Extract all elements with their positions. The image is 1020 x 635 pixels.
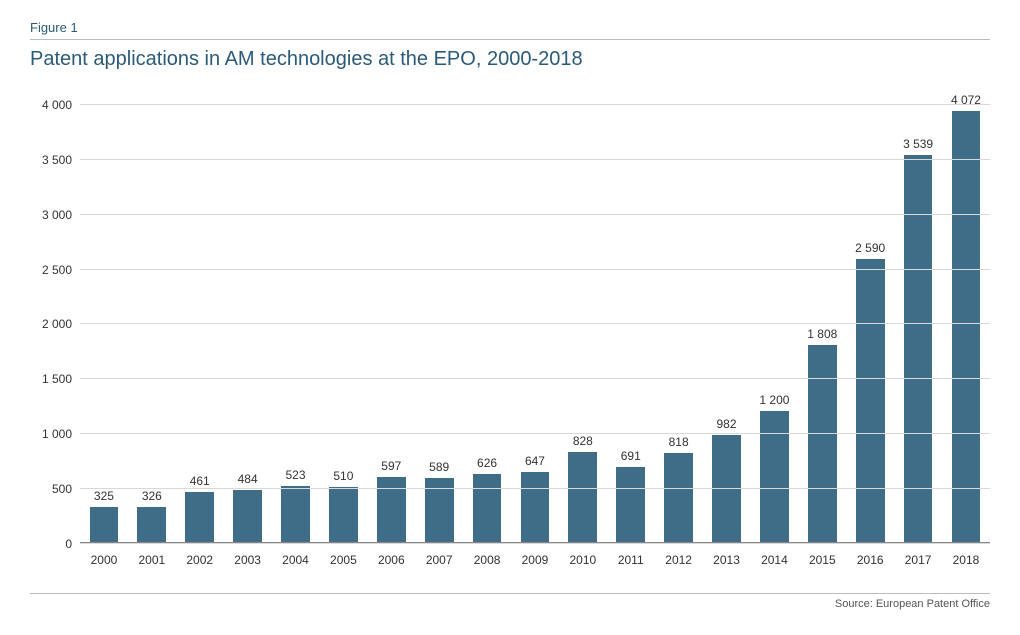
bar [760,411,789,543]
x-tick-label: 2010 [559,543,607,583]
bar-slot: 3 539 [894,93,942,543]
bar [568,452,597,543]
gridline: 500 [80,488,990,489]
x-tick-label: 2015 [798,543,846,583]
bar-slot: 326 [128,93,176,543]
bar [233,490,262,543]
bar [521,472,550,543]
x-tick-label: 2002 [176,543,224,583]
bar-value-label: 326 [142,489,162,503]
chart-title: Patent applications in AM technologies a… [30,48,990,71]
x-tick-label: 2018 [942,543,990,583]
bar [856,259,885,543]
gridline: 1 500 [80,378,990,379]
bar-value-label: 647 [525,454,545,468]
bar-value-label: 597 [381,459,401,473]
bar-slot: 691 [607,93,655,543]
bar [664,453,693,543]
gridline: 2 000 [80,323,990,324]
y-tick-label: 3 000 [42,208,80,222]
bar [329,487,358,543]
top-rule [30,39,990,40]
bar-value-label: 589 [429,460,449,474]
y-tick-label: 1 500 [42,372,80,386]
bar-value-label: 691 [621,449,641,463]
bar-value-label: 3 539 [903,137,933,151]
bar-slot: 1 808 [798,93,846,543]
bar-slot: 461 [176,93,224,543]
bar [808,345,837,543]
x-tick-label: 2012 [655,543,703,583]
bar-slot: 4 072 [942,93,990,543]
x-tick-label: 2009 [511,543,559,583]
x-tick-label: 2013 [703,543,751,583]
y-tick-label: 4 000 [42,98,80,112]
bar [616,467,645,543]
bar-value-label: 2 590 [855,241,885,255]
bar [185,492,214,543]
bar [473,474,502,543]
gridline: 3 500 [80,159,990,160]
bar-slot: 647 [511,93,559,543]
y-tick-label: 500 [52,482,80,496]
figure-label: Figure 1 [30,20,990,35]
bar [712,435,741,543]
x-tick-label: 2016 [846,543,894,583]
gridline: 3 000 [80,214,990,215]
gridline: 2 500 [80,269,990,270]
chart: 325 326 461 484 523 510 597 589 626 647 828 691 818 9… [30,83,990,583]
bar-slot: 2 590 [846,93,894,543]
bar-value-label: 461 [190,474,210,488]
x-axis: 2000200120022003200420052006200720082009… [80,542,990,583]
y-tick-label: 0 [65,537,80,551]
bar-slot: 818 [655,93,703,543]
bar [281,486,310,543]
bar-slot: 1 200 [750,93,798,543]
y-tick-label: 2 000 [42,317,80,331]
bars-container: 325 326 461 484 523 510 597 589 626 647 828 691 818 9… [80,93,990,543]
x-tick-label: 2014 [750,543,798,583]
x-tick-label: 2001 [128,543,176,583]
y-tick-label: 3 500 [42,153,80,167]
bar-slot: 523 [272,93,320,543]
bar-value-label: 626 [477,456,497,470]
source-text: Source: European Patent Office [30,598,990,610]
x-tick-label: 2004 [272,543,320,583]
bar [952,111,981,543]
bottom-rule [30,593,990,594]
x-tick-label: 2003 [224,543,272,583]
y-tick-label: 1 000 [42,427,80,441]
y-tick-label: 2 500 [42,263,80,277]
gridline: 1 000 [80,433,990,434]
bar-value-label: 325 [94,489,114,503]
bar-value-label: 818 [669,435,689,449]
bar-value-label: 1 808 [807,327,837,341]
x-tick-label: 2007 [415,543,463,583]
x-tick-label: 2000 [80,543,128,583]
bar-slot: 982 [703,93,751,543]
x-tick-label: 2017 [894,543,942,583]
bar [90,507,119,543]
bar-value-label: 523 [285,468,305,482]
bar-value-label: 982 [717,417,737,431]
x-tick-label: 2011 [607,543,655,583]
plot-area: 325 326 461 484 523 510 597 589 626 647 828 691 818 9… [80,93,990,543]
bar [137,507,166,543]
gridline: 4 000 [80,104,990,105]
bar-slot: 325 [80,93,128,543]
bar-slot: 828 [559,93,607,543]
x-tick-label: 2006 [367,543,415,583]
bar-value-label: 1 200 [759,393,789,407]
bar-slot: 626 [463,93,511,543]
bar-slot: 597 [367,93,415,543]
x-tick-label: 2008 [463,543,511,583]
bar-value-label: 510 [333,469,353,483]
bar-value-label: 484 [238,472,258,486]
bar-slot: 589 [415,93,463,543]
bar-slot: 484 [224,93,272,543]
x-tick-label: 2005 [319,543,367,583]
bar-value-label: 828 [573,434,593,448]
bar-slot: 510 [319,93,367,543]
